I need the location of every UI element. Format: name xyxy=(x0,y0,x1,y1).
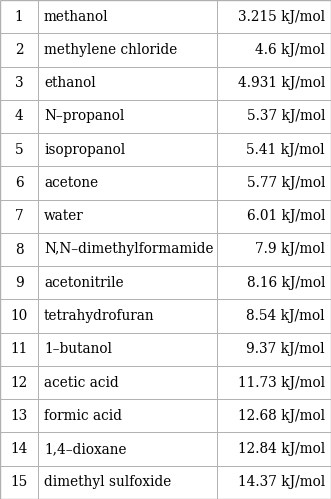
Text: 12.84 kJ/mol: 12.84 kJ/mol xyxy=(238,442,325,456)
Text: 7: 7 xyxy=(15,209,24,223)
Text: 4.931 kJ/mol: 4.931 kJ/mol xyxy=(238,76,325,90)
Text: 8: 8 xyxy=(15,243,24,256)
Text: 5.77 kJ/mol: 5.77 kJ/mol xyxy=(247,176,325,190)
Text: formic acid: formic acid xyxy=(44,409,122,423)
Text: 1–butanol: 1–butanol xyxy=(44,342,112,356)
Text: methylene chloride: methylene chloride xyxy=(44,43,177,57)
Text: 14: 14 xyxy=(10,442,28,456)
Text: methanol: methanol xyxy=(44,9,109,23)
Text: 11: 11 xyxy=(10,342,28,356)
Text: tetrahydrofuran: tetrahydrofuran xyxy=(44,309,155,323)
Text: ethanol: ethanol xyxy=(44,76,96,90)
Text: dimethyl sulfoxide: dimethyl sulfoxide xyxy=(44,476,171,490)
Text: 6: 6 xyxy=(15,176,24,190)
Text: 3.215 kJ/mol: 3.215 kJ/mol xyxy=(238,9,325,23)
Text: 1: 1 xyxy=(15,9,24,23)
Text: 3: 3 xyxy=(15,76,24,90)
Text: 5.41 kJ/mol: 5.41 kJ/mol xyxy=(246,143,325,157)
Text: 4: 4 xyxy=(15,109,24,123)
Text: acetic acid: acetic acid xyxy=(44,376,119,390)
Text: 5: 5 xyxy=(15,143,24,157)
Text: water: water xyxy=(44,209,84,223)
Text: acetonitrile: acetonitrile xyxy=(44,276,124,290)
Text: 6.01 kJ/mol: 6.01 kJ/mol xyxy=(247,209,325,223)
Text: 11.73 kJ/mol: 11.73 kJ/mol xyxy=(238,376,325,390)
Text: 13: 13 xyxy=(10,409,28,423)
Text: 12.68 kJ/mol: 12.68 kJ/mol xyxy=(238,409,325,423)
Text: 12: 12 xyxy=(10,376,28,390)
Text: 8.16 kJ/mol: 8.16 kJ/mol xyxy=(247,276,325,290)
Text: 7.9 kJ/mol: 7.9 kJ/mol xyxy=(255,243,325,256)
Text: isopropanol: isopropanol xyxy=(44,143,125,157)
Text: 15: 15 xyxy=(10,476,28,490)
Text: 2: 2 xyxy=(15,43,24,57)
Text: acetone: acetone xyxy=(44,176,98,190)
Text: 9: 9 xyxy=(15,276,24,290)
Text: N–propanol: N–propanol xyxy=(44,109,124,123)
Text: 9.37 kJ/mol: 9.37 kJ/mol xyxy=(246,342,325,356)
Text: 10: 10 xyxy=(10,309,28,323)
Text: N,N–dimethylformamide: N,N–dimethylformamide xyxy=(44,243,213,256)
Text: 4.6 kJ/mol: 4.6 kJ/mol xyxy=(255,43,325,57)
Text: 5.37 kJ/mol: 5.37 kJ/mol xyxy=(247,109,325,123)
Text: 14.37 kJ/mol: 14.37 kJ/mol xyxy=(238,476,325,490)
Text: 1,4–dioxane: 1,4–dioxane xyxy=(44,442,126,456)
Text: 8.54 kJ/mol: 8.54 kJ/mol xyxy=(246,309,325,323)
